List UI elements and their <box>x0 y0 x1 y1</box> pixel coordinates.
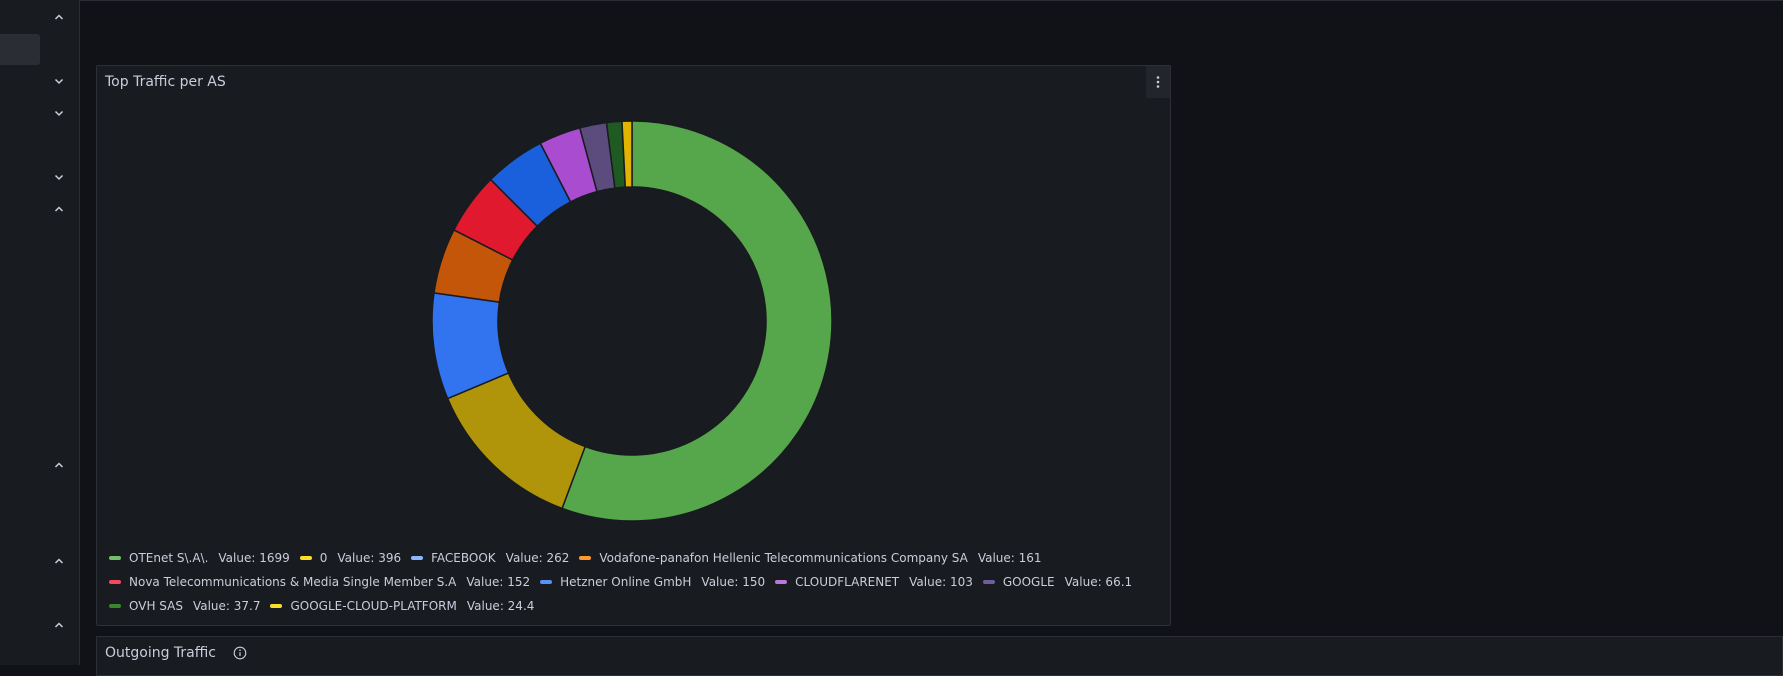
chevron-up-icon[interactable] <box>52 458 66 472</box>
donut-slice[interactable] <box>446 371 587 510</box>
top-border <box>80 0 1783 1</box>
legend-swatch <box>540 580 553 584</box>
legend-swatch <box>109 556 121 560</box>
chevron-up-icon[interactable] <box>52 618 66 632</box>
legend-value: Value: 161 <box>977 551 1042 565</box>
legend-item[interactable]: 0 Value: 396 <box>299 546 402 570</box>
legend-swatch <box>109 604 121 608</box>
legend-label: CLOUDFLARENET <box>795 575 900 589</box>
chevron-up-icon[interactable] <box>52 554 66 568</box>
panel-title: Top Traffic per AS <box>105 74 226 90</box>
legend-label: Vodafone-panafon Hellenic Telecommunicat… <box>599 551 968 565</box>
chevron-down-icon[interactable] <box>52 170 66 184</box>
legend-swatch <box>775 580 788 584</box>
legend-item[interactable]: Hetzner Online GmbH Value: 150 <box>540 570 765 594</box>
legend-item[interactable]: OVH SAS Value: 37.7 <box>109 594 260 618</box>
legend-label: FACEBOOK <box>431 551 496 565</box>
legend-item[interactable]: CLOUDFLARENET Value: 103 <box>775 570 973 594</box>
legend-item[interactable]: OTEnet S\.A\. Value: 1699 <box>109 546 290 570</box>
outgoing-traffic-panel: Outgoing Traffic <box>96 636 1783 676</box>
donut-slice[interactable] <box>561 120 833 522</box>
legend-item[interactable]: Vodafone-panafon Hellenic Telecommunicat… <box>579 546 1042 570</box>
panel-title: Outgoing Traffic <box>105 645 216 661</box>
info-icon[interactable] <box>233 646 247 660</box>
chevron-down-icon[interactable] <box>52 74 66 88</box>
legend-swatch <box>411 556 424 560</box>
chevron-down-icon[interactable] <box>52 106 66 120</box>
legend-value: Value: 1699 <box>218 551 290 565</box>
legend-label: GOOGLE <box>1002 575 1055 589</box>
legend-swatch <box>270 604 283 608</box>
legend-item[interactable]: FACEBOOK Value: 262 <box>411 546 569 570</box>
chevron-up-icon[interactable] <box>52 10 66 24</box>
legend-label: Nova Telecommunications & Media Single M… <box>129 575 457 589</box>
legend-value: Value: 103 <box>909 575 973 589</box>
legend-label: GOOGLE-CLOUD-PLATFORM <box>290 599 457 613</box>
legend-item[interactable]: Nova Telecommunications & Media Single M… <box>109 570 530 594</box>
legend-row: OVH SAS Value: 37.7 GOOGLE-CLOUD-PLATFORM V… <box>109 594 1159 618</box>
legend-label: OVH SAS <box>129 599 183 613</box>
legend-value: Value: 24.4 <box>466 599 535 613</box>
selected-row-highlight <box>0 34 40 65</box>
legend-label: Hetzner Online GmbH <box>560 575 692 589</box>
legend-item[interactable]: GOOGLE-CLOUD-PLATFORM Value: 24.4 <box>270 594 534 618</box>
chevron-up-icon[interactable] <box>52 202 66 216</box>
legend-label: OTEnet S\.A\. <box>129 551 209 565</box>
legend-value: Value: 262 <box>505 551 570 565</box>
top-traffic-panel: Top Traffic per AS OTEnet S\.A\. Value: 1… <box>96 65 1171 626</box>
chart-legend: OTEnet S\.A\. Value: 1699 0 Value: 396 FACEB… <box>109 546 1159 618</box>
legend-row: OTEnet S\.A\. Value: 1699 0 Value: 396 FACEB… <box>109 546 1159 570</box>
legend-swatch <box>109 580 121 584</box>
legend-label: 0 <box>319 551 328 565</box>
legend-row: Nova Telecommunications & Media Single M… <box>109 570 1159 594</box>
legend-swatch <box>579 556 592 560</box>
legend-value: Value: 152 <box>466 575 531 589</box>
kebab-menu-icon <box>1156 76 1160 88</box>
legend-item[interactable]: GOOGLE Value: 66.1 <box>982 570 1133 594</box>
legend-value: Value: 396 <box>337 551 402 565</box>
legend-value: Value: 37.7 <box>192 599 261 613</box>
row-collapse-gutter <box>0 0 80 665</box>
donut-chart <box>431 120 833 522</box>
legend-swatch <box>982 580 995 584</box>
panel-menu-button[interactable] <box>1146 66 1170 98</box>
legend-value: Value: 150 <box>701 575 766 589</box>
legend-swatch <box>299 556 312 560</box>
legend-value: Value: 66.1 <box>1064 575 1133 589</box>
donut-slice[interactable] <box>621 120 633 188</box>
